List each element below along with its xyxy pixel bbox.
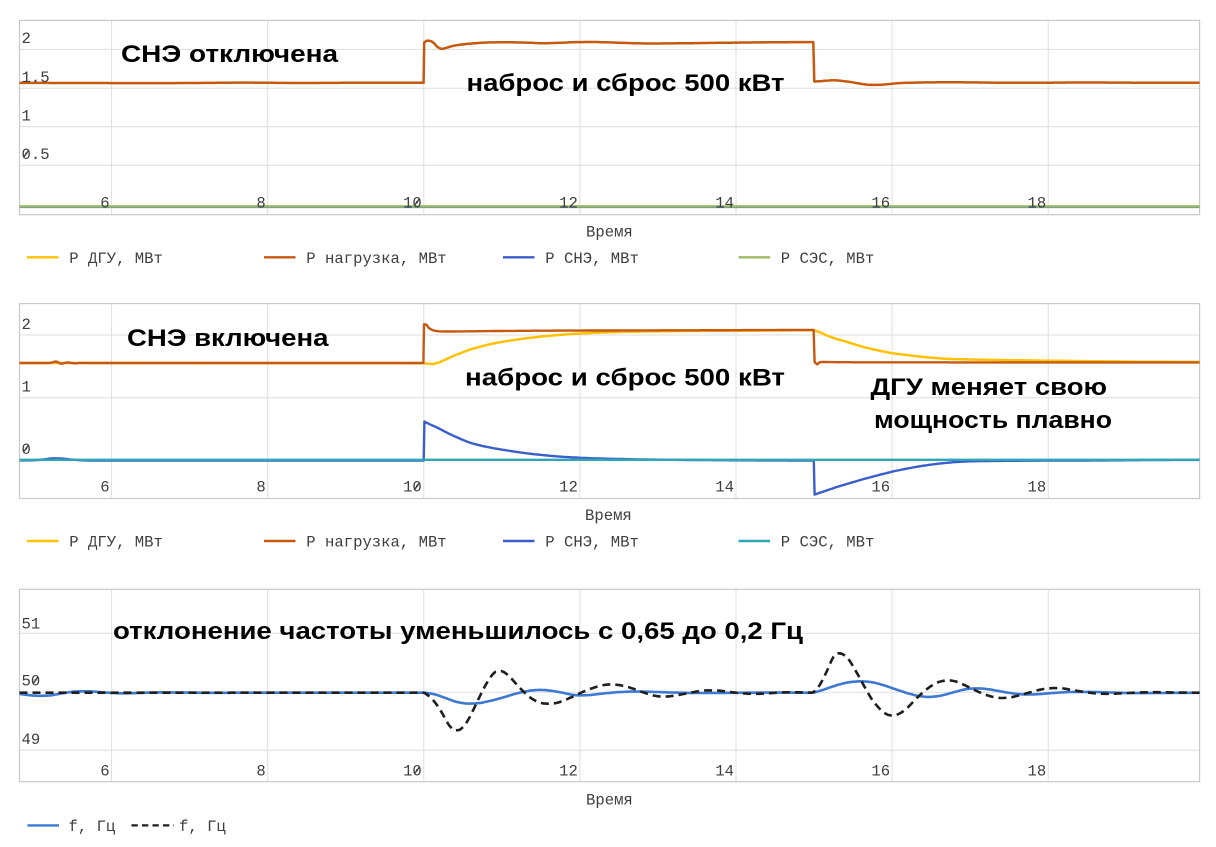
- svg-text:8: 8: [256, 763, 265, 781]
- svg-text:наброс и сброс 500 кВт: наброс и сброс 500 кВт: [465, 364, 785, 391]
- svg-text:Р ДГУ, МВт: Р ДГУ, МВт: [69, 534, 163, 552]
- svg-text:Р нагрузка, МВт: Р нагрузка, МВт: [306, 534, 446, 552]
- svg-text:1: 1: [22, 378, 31, 396]
- svg-text:14: 14: [715, 194, 734, 212]
- svg-text:Р нагрузка, МВт: Р нагрузка, МВт: [306, 250, 446, 268]
- svg-text:отклонение частоты уменьшилось: отклонение частоты уменьшилось с 0,65 до…: [113, 618, 803, 645]
- svg-text:18: 18: [1027, 479, 1046, 497]
- svg-text:Время: Время: [586, 224, 633, 242]
- svg-text:наброс и сброс 500 кВт: наброс и сброс 500 кВт: [467, 70, 785, 97]
- svg-text:1.5: 1.5: [22, 69, 50, 87]
- svg-text:12: 12: [559, 194, 578, 212]
- svg-text:12: 12: [559, 763, 578, 781]
- svg-text:2: 2: [22, 316, 31, 334]
- svg-text:49: 49: [22, 731, 41, 749]
- svg-text:16: 16: [871, 763, 890, 781]
- svg-text:8: 8: [256, 194, 265, 212]
- svg-text:Р СНЭ, МВт: Р СНЭ, МВт: [545, 250, 639, 268]
- svg-text:2: 2: [22, 30, 31, 48]
- svg-text:10: 10: [403, 763, 422, 781]
- svg-text:мощность плавно: мощность плавно: [874, 407, 1112, 434]
- svg-text:Р ДГУ, МВт: Р ДГУ, МВт: [69, 250, 163, 268]
- svg-text:51: 51: [22, 615, 41, 633]
- svg-text:8: 8: [256, 479, 265, 497]
- svg-text:Р СЭС, МВт: Р СЭС, МВт: [781, 534, 875, 552]
- svg-text:0: 0: [22, 441, 31, 459]
- svg-text:10: 10: [403, 479, 422, 497]
- svg-text:12: 12: [559, 479, 578, 497]
- svg-text:Время: Время: [586, 792, 633, 810]
- svg-text:18: 18: [1027, 194, 1046, 212]
- svg-text:Р СЭС, МВт: Р СЭС, МВт: [781, 250, 875, 268]
- svg-text:18: 18: [1027, 763, 1046, 781]
- svg-text:6: 6: [100, 479, 109, 497]
- svg-text:6: 6: [100, 194, 109, 212]
- svg-text:1: 1: [22, 108, 31, 126]
- svg-text:16: 16: [871, 194, 890, 212]
- svg-text:14: 14: [715, 479, 734, 497]
- svg-text:14: 14: [715, 763, 734, 781]
- svg-text:6: 6: [100, 763, 109, 781]
- svg-text:16: 16: [871, 479, 890, 497]
- svg-text:Время: Время: [585, 507, 632, 525]
- svg-text:СНЭ отключена: СНЭ отключена: [121, 41, 339, 68]
- svg-text:f, Гц: f, Гц: [179, 818, 226, 836]
- svg-text:f, Гц: f, Гц: [69, 818, 116, 836]
- svg-text:Р СНЭ, МВт: Р СНЭ, МВт: [545, 534, 639, 552]
- svg-text:50: 50: [22, 673, 41, 691]
- svg-text:10: 10: [403, 194, 422, 212]
- svg-text:СНЭ включена: СНЭ включена: [127, 325, 329, 352]
- svg-text:ДГУ меняет свою: ДГУ меняет свою: [871, 374, 1108, 401]
